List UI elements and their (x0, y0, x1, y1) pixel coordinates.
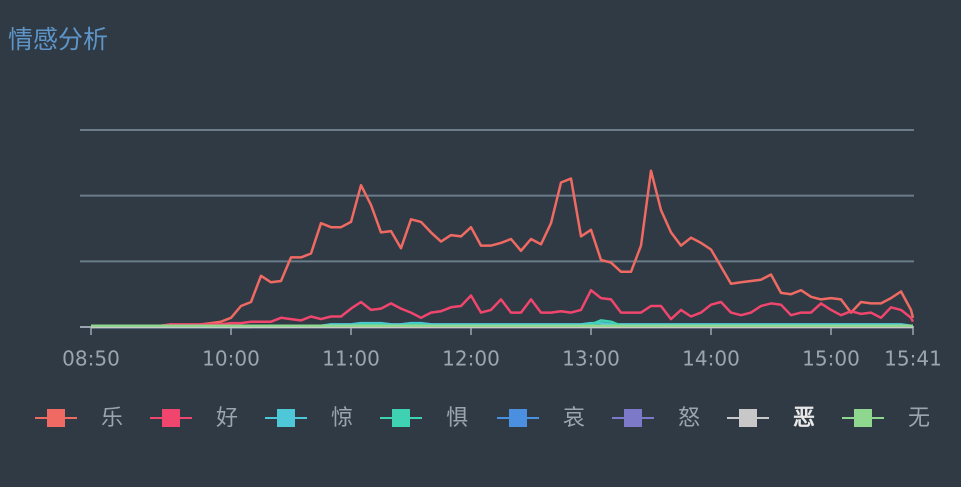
legend-label: 乐 (101, 406, 123, 431)
x-tick-label: 14:00 (682, 347, 740, 371)
legend-swatch (47, 409, 65, 427)
legend-swatch (854, 409, 872, 427)
legend-label: 恶 (793, 406, 815, 431)
legend-item: 惊 (265, 406, 353, 431)
legend-label: 惧 (446, 406, 468, 431)
legend-item: 哀 (497, 406, 585, 431)
legend-swatch (392, 409, 410, 427)
x-tick-label: 12:00 (442, 347, 500, 371)
x-tick-label: 10:00 (202, 347, 260, 371)
x-tick-label: 15:41 (884, 347, 942, 371)
x-tick-label: 15:00 (802, 347, 860, 371)
legend-item: 惧 (380, 406, 468, 431)
legend-item: 恶 (727, 406, 815, 431)
legend-item: 乐 (35, 406, 123, 431)
legend-swatch (162, 409, 180, 427)
series-line (91, 288, 915, 327)
x-tick-label: 08:50 (62, 347, 120, 371)
legend-label: 惊 (331, 406, 353, 431)
series-line (91, 169, 915, 327)
legend-swatch (277, 409, 295, 427)
chart-title: 情感分析 (8, 25, 108, 54)
legend-label: 好 (216, 406, 238, 431)
legend-swatch (509, 409, 527, 427)
legend-swatch (739, 409, 757, 427)
legend-item: 无 (842, 406, 930, 431)
legend-item: 怒 (612, 406, 700, 431)
x-tick-label: 13:00 (562, 347, 620, 371)
x-tick-label: 11:00 (322, 347, 380, 371)
legend-label: 无 (908, 406, 930, 431)
legend-item: 好 (150, 406, 238, 431)
legend-label: 怒 (678, 406, 700, 431)
legend-label: 哀 (563, 406, 585, 431)
legend-swatch (624, 409, 642, 427)
